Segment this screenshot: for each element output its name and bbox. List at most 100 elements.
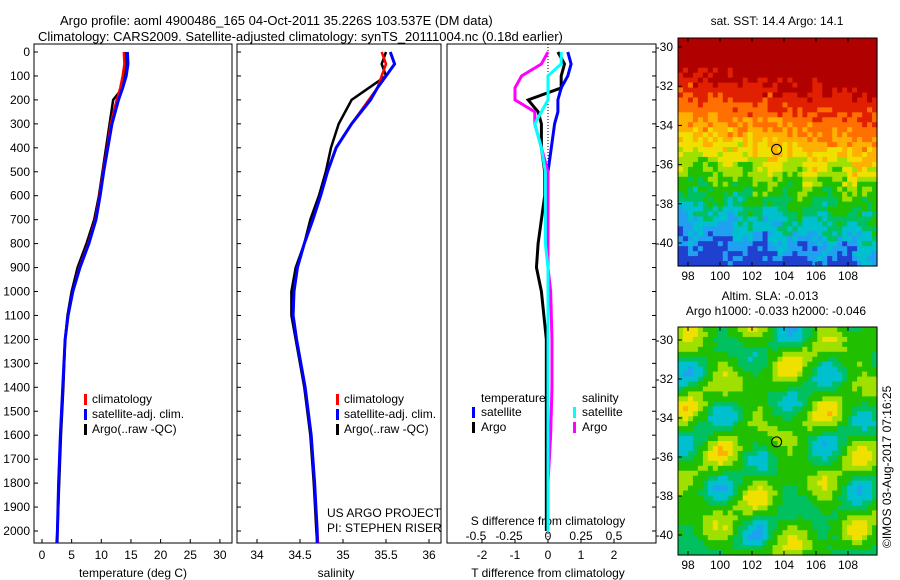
map-cell — [867, 117, 873, 123]
map-cell — [857, 171, 863, 178]
map-cell — [792, 436, 798, 442]
map-cell — [847, 62, 853, 69]
map-cell — [867, 166, 873, 173]
map-cell — [712, 226, 719, 232]
map-cell — [847, 500, 853, 507]
map-cell — [852, 216, 858, 222]
map-cell — [817, 495, 823, 502]
map-cell — [762, 480, 769, 487]
map-cell — [692, 485, 699, 492]
map-cell — [807, 376, 813, 383]
map-cell — [712, 445, 719, 452]
map-cell — [847, 505, 853, 511]
map-cell — [727, 122, 734, 128]
map-cell — [857, 386, 863, 393]
map-cell — [722, 77, 729, 84]
map-cell — [852, 102, 858, 108]
map-cell — [687, 545, 694, 551]
map-cell — [827, 530, 833, 536]
map-cell — [697, 441, 704, 447]
map-cell — [722, 97, 729, 104]
map-cell — [832, 416, 838, 422]
map-cell — [872, 181, 878, 188]
map-cell — [802, 156, 808, 163]
map-cell — [847, 426, 853, 432]
map-cell — [872, 396, 878, 402]
map-cell — [817, 97, 823, 104]
depth-axis-label: 1700 — [3, 452, 30, 466]
map-cell — [697, 445, 704, 452]
map-cell — [692, 356, 699, 363]
map-cell — [757, 401, 764, 407]
title-line1: Argo profile: aoml 4900486_165 04-Oct-20… — [60, 13, 493, 28]
map-cell — [757, 371, 764, 378]
map-cell — [722, 127, 729, 133]
map-cell — [802, 107, 808, 113]
map-cell — [837, 495, 843, 502]
map-cell — [812, 122, 818, 128]
map-cell — [807, 196, 813, 203]
map-cell — [837, 97, 843, 104]
sal-legend-label: Argo(..raw -QC) — [344, 422, 429, 436]
map-cell — [777, 535, 784, 541]
map-cell — [772, 336, 779, 343]
map-cell — [697, 396, 704, 402]
map-cell — [687, 42, 694, 49]
map-cell — [697, 545, 704, 551]
map-cell — [847, 455, 853, 462]
title-line2: Climatology: CARS2009. Satellite-adjuste… — [38, 29, 563, 44]
map-cell — [737, 211, 744, 218]
map-cell — [742, 221, 749, 227]
map-cell — [678, 226, 684, 232]
map-cell — [852, 132, 858, 138]
map-cell — [737, 510, 744, 516]
map-cell — [687, 87, 694, 94]
map-cell — [702, 186, 709, 193]
map-cell — [772, 386, 779, 393]
map-cell — [842, 421, 848, 427]
map-cell — [842, 361, 848, 368]
map-cell — [852, 137, 858, 143]
map-cell — [777, 152, 784, 158]
map-cell — [862, 341, 868, 348]
map-cell — [842, 261, 848, 267]
map-cell — [852, 396, 858, 402]
map-cell — [697, 470, 704, 477]
map-cell — [782, 550, 789, 556]
map-cell — [678, 391, 684, 397]
map-cell — [852, 445, 858, 452]
temp-xlabel: temperature (deg C) — [79, 566, 187, 580]
map-cell — [847, 152, 853, 158]
map-cell — [797, 381, 803, 388]
map-cell — [777, 351, 784, 358]
map-cell — [697, 152, 704, 158]
map-cell — [782, 117, 789, 123]
map-cell — [817, 386, 823, 393]
map-cell — [847, 77, 853, 84]
difference-plot-frame — [446, 43, 657, 544]
map-cell — [747, 381, 754, 388]
map-cell — [747, 186, 754, 193]
map-cell — [737, 166, 744, 173]
map-cell — [702, 117, 709, 123]
map-cell — [712, 156, 719, 163]
map-cell — [862, 42, 868, 49]
map-cell — [862, 431, 868, 437]
map-cell — [722, 87, 729, 94]
map-cell — [692, 376, 699, 383]
map-cell — [682, 42, 689, 49]
map-cell — [787, 480, 794, 487]
map-cell — [752, 196, 759, 203]
map-cell — [722, 132, 729, 138]
map-cell — [857, 256, 863, 262]
map-cell — [862, 470, 868, 477]
map-cell — [852, 381, 858, 388]
map-cell — [752, 127, 759, 133]
map-cell — [777, 460, 784, 467]
map-cell — [782, 38, 789, 44]
map-cell — [722, 176, 729, 183]
map-cell — [767, 535, 774, 541]
map-xtick-label: 98 — [681, 558, 695, 572]
map-cell — [812, 251, 818, 257]
map-cell — [857, 226, 863, 232]
